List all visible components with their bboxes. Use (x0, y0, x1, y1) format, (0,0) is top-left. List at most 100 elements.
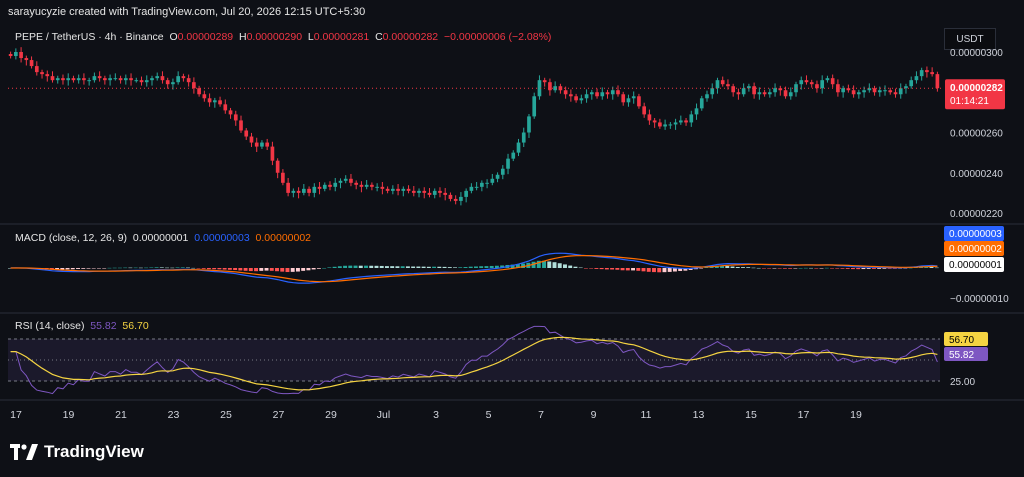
symbol-name[interactable]: PEPE / TetherUS · 4h · Binance (15, 31, 164, 43)
macd-histogram-bar (327, 267, 332, 268)
macd-histogram-bar (442, 266, 447, 268)
candle (417, 190, 421, 193)
macd-histogram-bar (652, 268, 656, 273)
macd-histogram-bar (175, 267, 180, 268)
macd-histogram-bar (426, 266, 431, 268)
candle (490, 178, 495, 183)
candle (626, 98, 631, 103)
candle (343, 178, 348, 181)
macd-histogram-bar (515, 264, 520, 268)
macd-histogram-bar (793, 268, 798, 269)
time-tick-label: 11 (641, 409, 652, 421)
macd-histogram-bar (76, 268, 80, 269)
price-tick-label: 0.00000220 (950, 209, 1003, 220)
macd-histogram-bar (186, 267, 190, 269)
candle (459, 196, 463, 201)
candle (370, 184, 374, 187)
candle (668, 124, 673, 126)
macd-label[interactable]: MACD (close, 12, 26, 9) (15, 232, 128, 244)
macd-histogram-bar (458, 267, 463, 268)
tradingview-logo-icon (10, 444, 38, 460)
candle (631, 96, 636, 99)
candle (202, 94, 207, 99)
candle (930, 72, 934, 75)
macd-histogram-bar (835, 268, 840, 269)
macd-histogram-bar (903, 268, 908, 269)
macd-histogram-bar (411, 266, 416, 268)
candle (134, 80, 139, 82)
macd-histogram-bar (568, 265, 573, 268)
time-tick-label: 17 (10, 409, 22, 421)
time-tick-label: 19 (850, 409, 862, 421)
candle (364, 184, 369, 187)
candle (684, 120, 688, 123)
candle (726, 84, 730, 87)
macd-histogram-bar (123, 267, 128, 269)
candle (521, 132, 526, 143)
candle (600, 92, 605, 97)
candle (155, 76, 160, 79)
rsi-badge-label: 55.82 (949, 350, 974, 361)
candle (788, 92, 793, 97)
macd-histogram-bar (720, 265, 725, 268)
macd-histogram-bar (830, 268, 834, 269)
candle (542, 80, 547, 83)
macd-histogram-bar (107, 267, 112, 269)
time-tick-label: 27 (273, 409, 285, 421)
macd-histogram-bar (379, 265, 384, 268)
candle (563, 90, 568, 95)
rsi-label[interactable]: RSI (14, close) (15, 320, 85, 332)
macd-histogram-bar (667, 268, 672, 272)
currency-button[interactable]: USDT (944, 28, 996, 50)
price-tick-label: 0.00000240 (950, 169, 1003, 180)
macd-histogram-bar (275, 268, 279, 272)
macd-histogram-bar (751, 267, 756, 269)
candle (637, 96, 641, 107)
candle (150, 78, 154, 81)
candle (621, 94, 626, 103)
macd-histogram-bar (97, 268, 101, 269)
candle (391, 188, 395, 191)
macd-pane (8, 252, 939, 284)
candle (349, 178, 353, 183)
macd-histogram-bar (81, 268, 86, 269)
macd-histogram-bar (280, 268, 285, 272)
low-value: 0.00000281 (313, 31, 370, 43)
macd-histogram-bar (432, 266, 437, 268)
macd-histogram-bar (594, 268, 599, 269)
macd-histogram-bar (683, 268, 688, 271)
macd-histogram-bar (191, 267, 196, 269)
macd-histogram-bar (845, 268, 850, 269)
candle (212, 100, 217, 103)
candle (396, 188, 400, 191)
candle (877, 90, 882, 93)
macd-histogram-bar (699, 268, 704, 269)
macd-histogram-bar (636, 268, 641, 271)
macd-histogram-bar (55, 268, 60, 270)
macd-histogram-bar (437, 266, 442, 268)
candle (34, 66, 39, 73)
macd-histogram-bar (809, 267, 814, 269)
tradingview-logo[interactable]: TradingView (10, 442, 144, 462)
macd-histogram-bar (510, 264, 515, 268)
time-tick-label: 9 (591, 409, 597, 421)
last-price-label: 0.00000282 (950, 83, 1003, 94)
candle (244, 130, 249, 137)
close-label: C (375, 31, 383, 43)
macd-line (10, 252, 938, 284)
rsi-tick-25: 25.00 (950, 377, 975, 388)
macd-histogram-bar (400, 266, 405, 268)
macd-histogram-bar (714, 266, 719, 268)
macd-hist-value: 0.00000001 (132, 232, 189, 244)
candle (223, 104, 228, 111)
macd-histogram-bar (144, 267, 149, 269)
macd-histogram-bar (819, 268, 824, 269)
macd-histogram-bar (332, 266, 337, 268)
time-tick-label: 17 (798, 409, 810, 421)
candle (893, 92, 898, 95)
macd-histogram-bar (578, 267, 583, 269)
candle (642, 106, 647, 115)
candle (610, 90, 615, 95)
candle (207, 98, 212, 103)
